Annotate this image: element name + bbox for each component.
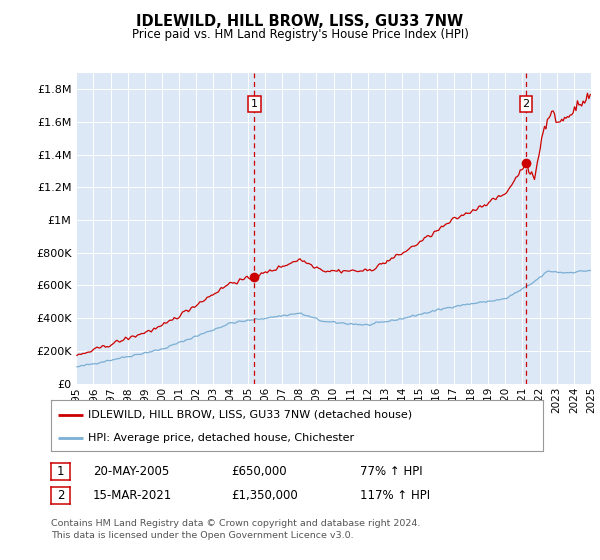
Text: 1: 1 <box>251 99 258 109</box>
Text: 1: 1 <box>57 465 64 478</box>
Text: 20-MAY-2005: 20-MAY-2005 <box>93 465 169 478</box>
Text: 15-MAR-2021: 15-MAR-2021 <box>93 489 172 502</box>
Text: 77% ↑ HPI: 77% ↑ HPI <box>360 465 422 478</box>
Text: 117% ↑ HPI: 117% ↑ HPI <box>360 489 430 502</box>
Text: £650,000: £650,000 <box>231 465 287 478</box>
Text: £1,350,000: £1,350,000 <box>231 489 298 502</box>
Text: Price paid vs. HM Land Registry's House Price Index (HPI): Price paid vs. HM Land Registry's House … <box>131 28 469 41</box>
Text: IDLEWILD, HILL BROW, LISS, GU33 7NW (detached house): IDLEWILD, HILL BROW, LISS, GU33 7NW (det… <box>88 409 412 419</box>
Text: 2: 2 <box>523 99 530 109</box>
Text: HPI: Average price, detached house, Chichester: HPI: Average price, detached house, Chic… <box>88 433 354 443</box>
Text: IDLEWILD, HILL BROW, LISS, GU33 7NW: IDLEWILD, HILL BROW, LISS, GU33 7NW <box>136 14 464 29</box>
Text: 2: 2 <box>57 489 64 502</box>
Text: Contains HM Land Registry data © Crown copyright and database right 2024.
This d: Contains HM Land Registry data © Crown c… <box>51 519 421 540</box>
